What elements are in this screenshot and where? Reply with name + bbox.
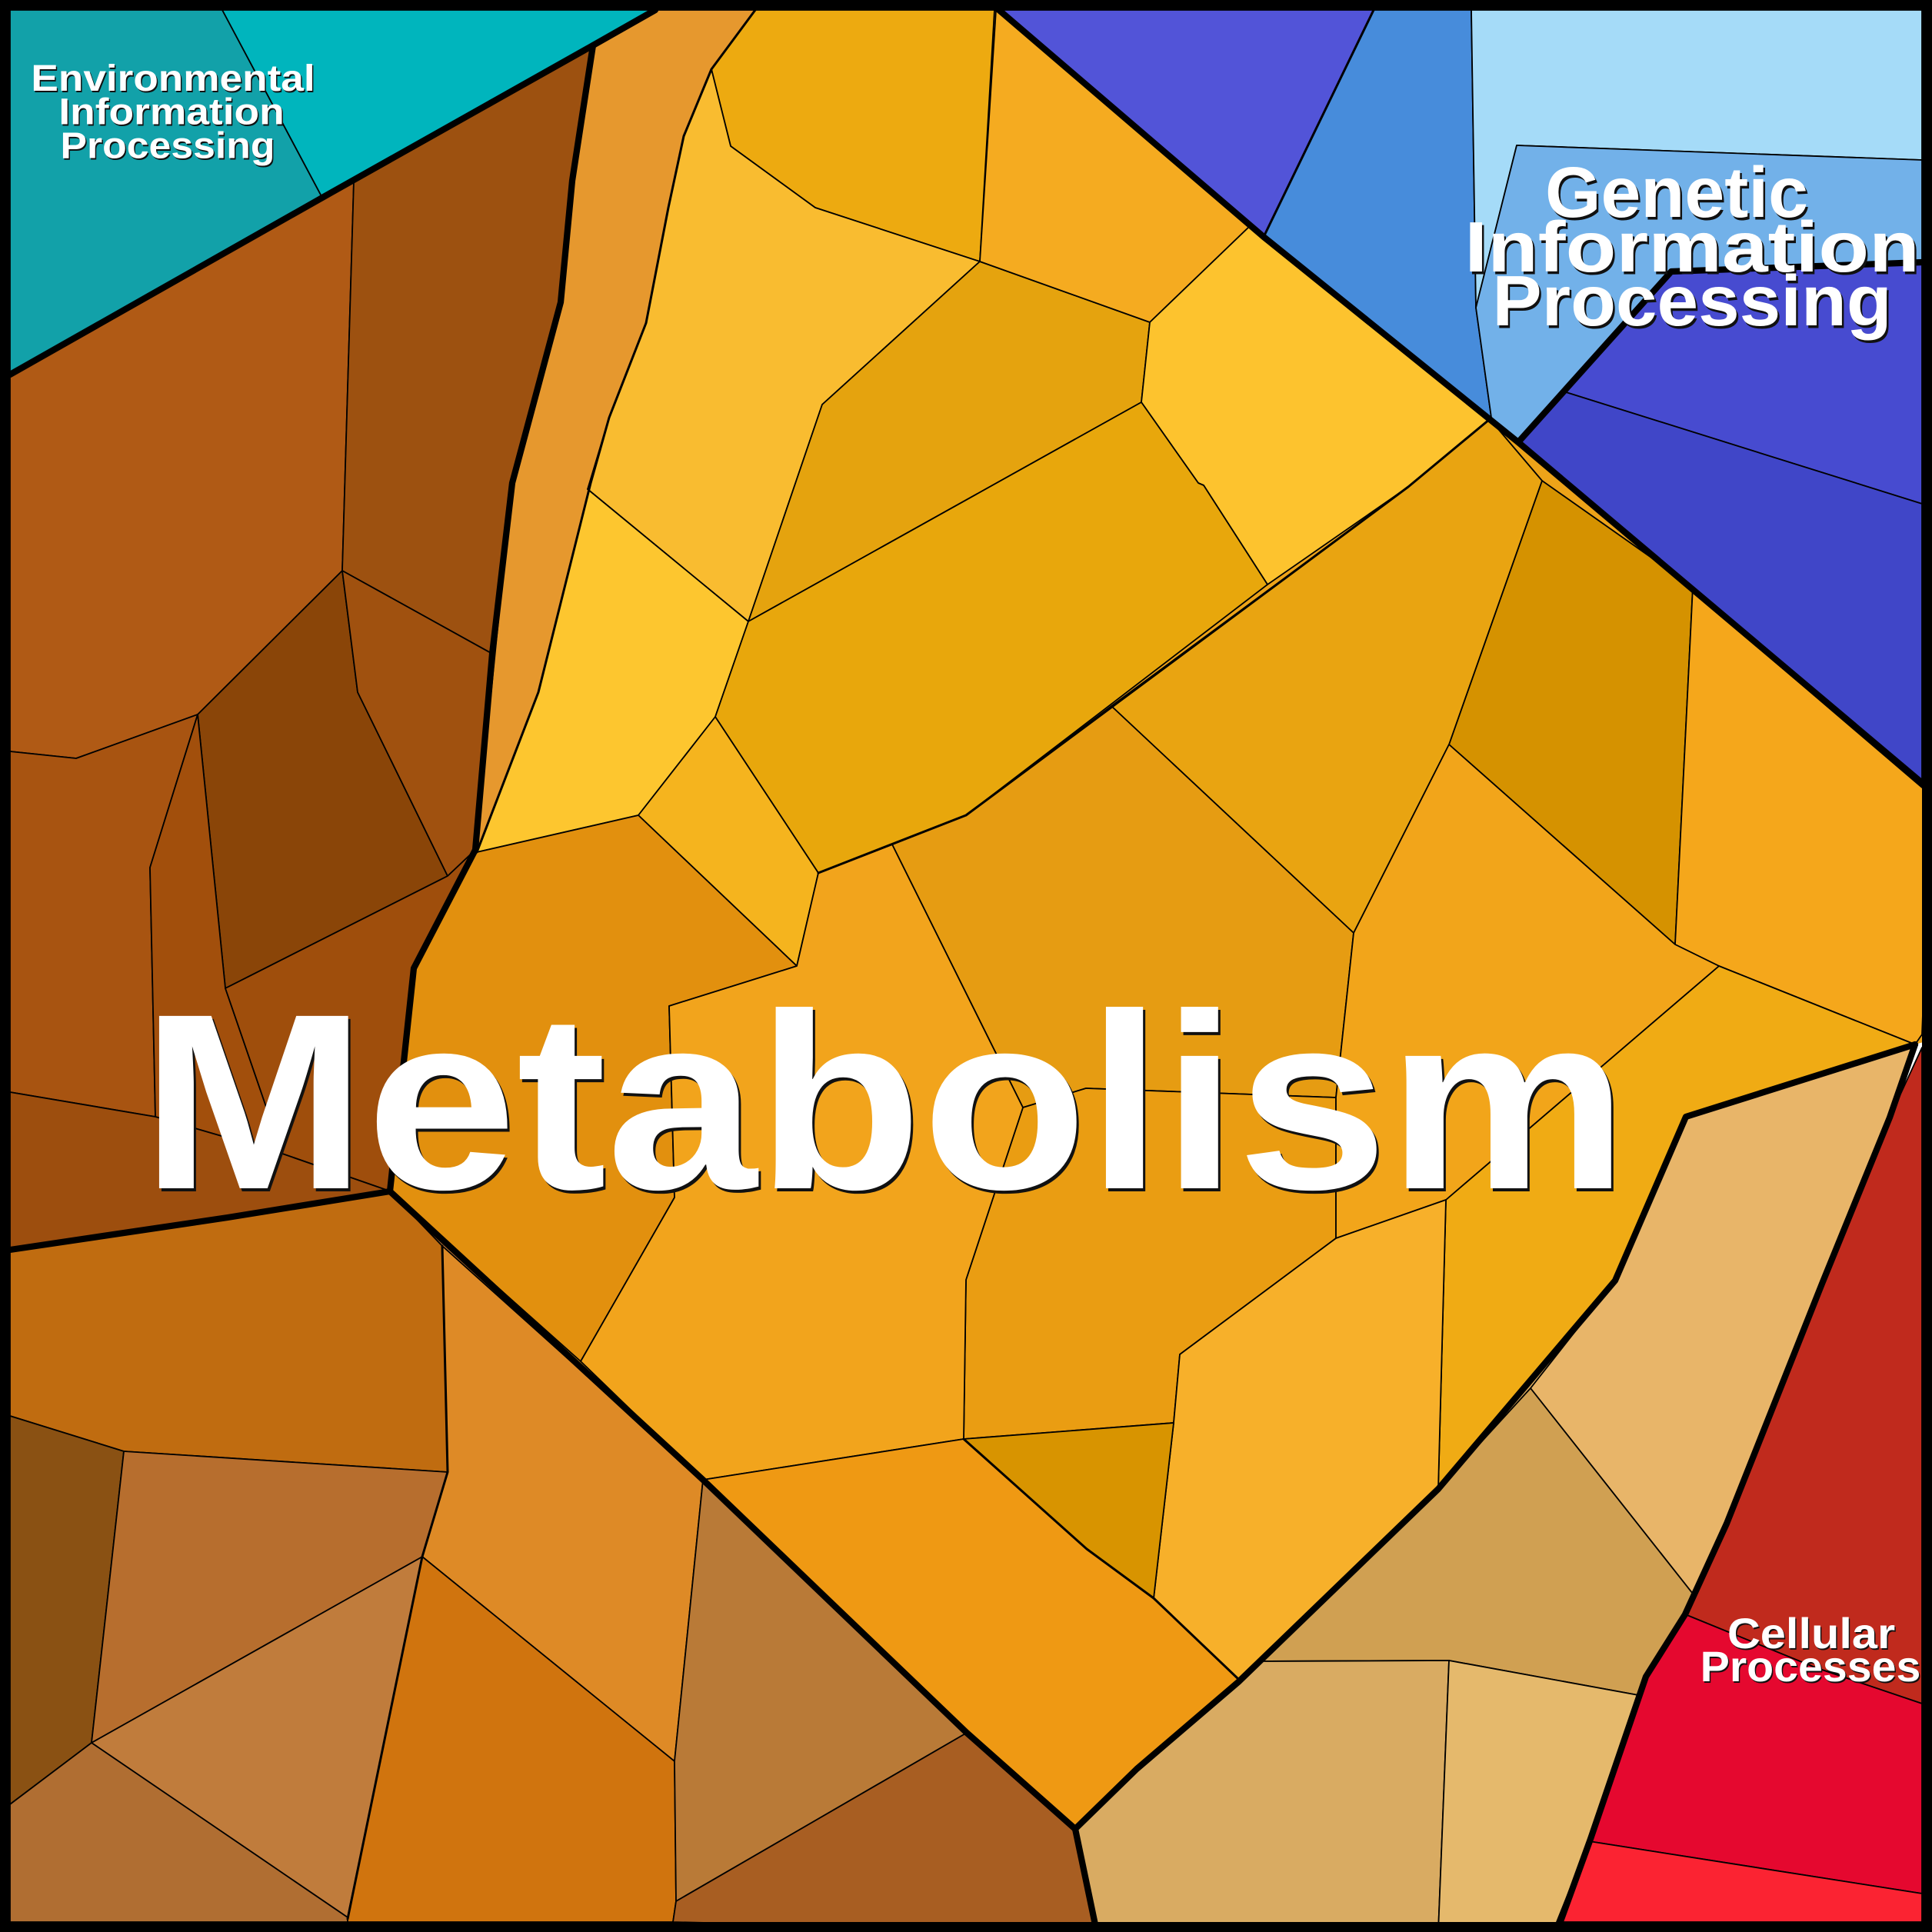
svg-text:Information: Information bbox=[1467, 210, 1922, 290]
svg-text:Genetic: Genetic bbox=[1545, 152, 1808, 232]
svg-text:Metabolism: Metabolism bbox=[143, 964, 1630, 1244]
svg-text:Processing: Processing bbox=[1494, 264, 1894, 344]
svg-text:Processing: Processing bbox=[61, 125, 275, 166]
svg-text:Processes: Processes bbox=[1700, 1643, 1921, 1690]
svg-text:Cellular: Cellular bbox=[1728, 1612, 1896, 1660]
svg-text:Environmental: Environmental bbox=[32, 58, 316, 100]
svg-text:Environmental: Environmental bbox=[31, 57, 315, 98]
svg-text:Information: Information bbox=[1464, 208, 1920, 288]
svg-text:Cellular: Cellular bbox=[1727, 1611, 1895, 1658]
svg-text:Processing: Processing bbox=[62, 126, 276, 168]
svg-text:Information: Information bbox=[58, 91, 284, 132]
svg-text:Processing: Processing bbox=[1492, 261, 1891, 341]
svg-text:Genetic: Genetic bbox=[1547, 155, 1810, 235]
svg-text:Metabolism: Metabolism bbox=[141, 961, 1627, 1241]
svg-text:Processes: Processes bbox=[1701, 1644, 1922, 1692]
svg-text:Information: Information bbox=[60, 92, 285, 134]
